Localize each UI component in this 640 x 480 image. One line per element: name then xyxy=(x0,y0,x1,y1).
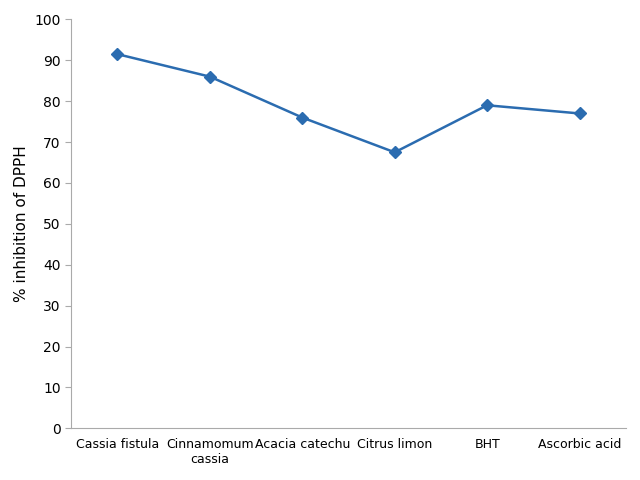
Y-axis label: % inhibition of DPPH: % inhibition of DPPH xyxy=(14,145,29,302)
